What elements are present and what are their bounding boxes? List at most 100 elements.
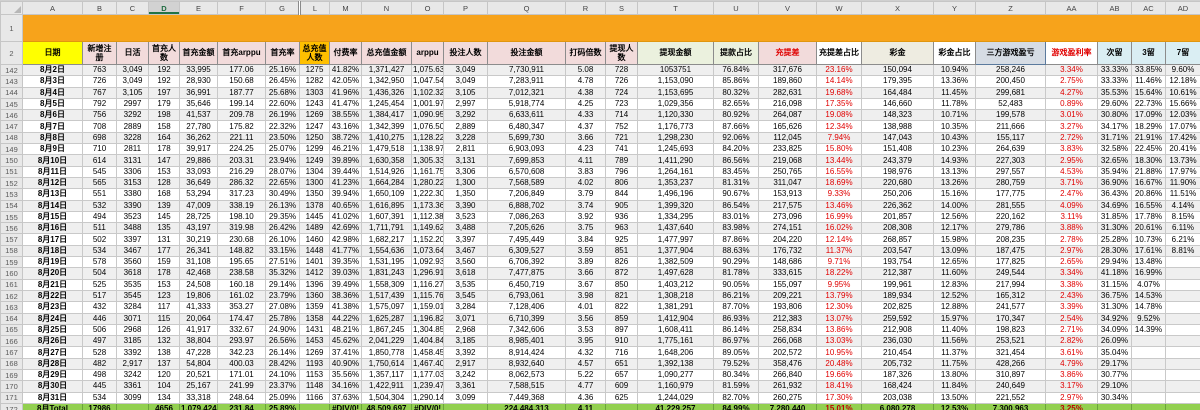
cell-Q[interactable]: 6,309,527 [487,244,566,258]
column-letter-AA[interactable]: AA [1045,1,1098,15]
column-letter-AB[interactable]: AB [1097,1,1132,15]
cell-Y[interactable]: 12.52% [933,289,976,303]
cell-F[interactable]: 199.14 [217,97,266,111]
cell-C[interactable]: 2811 [116,143,149,156]
cell-M[interactable]: 46.21% [329,143,362,156]
cell-G[interactable]: 29.35% [265,210,300,224]
cell-Y[interactable]: 10.23% [933,143,976,156]
cell-S[interactable]: 651 [605,357,638,371]
cell-W[interactable]: 16.02% [816,222,862,235]
cell-AD[interactable]: 17.97% [1165,165,1200,178]
cell-D[interactable]: 153 [148,278,180,291]
cell-M[interactable]: 34.16% [329,380,362,393]
cell-P[interactable]: 3,467 [443,244,488,258]
cell-O[interactable]: 1,090.95 [411,109,444,122]
cell-O[interactable]: 1,196.82 [411,312,444,325]
cell-E[interactable]: 24,508 [179,278,218,291]
cell-X[interactable]: 187,326 [861,369,934,382]
cell-O[interactable]: 1,128.22 [411,131,444,145]
cell-M[interactable]: 41.96% [329,86,362,99]
cell-C[interactable]: 2,917 [116,357,149,371]
cell-T[interactable]: 1,264,161 [637,165,714,178]
cell-C[interactable]: 3535 [116,278,149,291]
cell-O[interactable]: 1,239.47 [411,380,444,393]
cell-V[interactable]: 112,045 [758,131,817,145]
cell-D[interactable]: 168 [148,188,180,201]
cell-date[interactable]: 8月10日 [22,154,83,167]
column-header-G[interactable]: 首充率 [265,41,300,65]
cell-O[interactable]: 1,173.36 [411,199,444,212]
cell-B[interactable]: 532 [82,199,117,212]
cell-E[interactable]: 1,079,424 [179,402,218,410]
cell-G[interactable]: 25.78% [265,312,300,325]
cell-date[interactable]: 8月18日 [22,244,83,258]
cell-E[interactable]: 43,197 [179,222,218,235]
cell-date[interactable]: 8月29日 [22,369,83,382]
row-number[interactable]: 161 [0,278,23,291]
cell-Z[interactable]: 187,475 [975,244,1046,258]
cell-S[interactable] [605,402,638,410]
cell-AC[interactable]: 20.86% [1131,188,1166,201]
cell-S[interactable]: 714 [605,109,638,122]
cell-Z[interactable]: 249,544 [975,267,1046,280]
cell-N[interactable]: 1,558,309 [361,278,412,291]
cell-E[interactable]: 33,995 [179,63,218,77]
cell-AD[interactable]: 8.15% [1165,210,1200,224]
cell-D[interactable]: 153 [148,165,180,178]
cell-E[interactable]: 47,228 [179,346,218,359]
cell-Q[interactable]: 8,932,640 [487,357,566,371]
cell-Y[interactable]: 15.97% [933,312,976,325]
row-number[interactable]: 168 [0,357,23,371]
cell-P[interactable]: 3,228 [443,131,488,145]
cell-F[interactable]: 353.27 [217,301,266,314]
cell-AC[interactable]: 13.48% [1131,256,1166,269]
cell-S[interactable]: 905 [605,199,638,212]
cell-AA[interactable]: 2.97% [1045,244,1098,258]
cell-C[interactable]: 3488 [116,222,149,235]
column-letter-D[interactable]: D [148,1,180,15]
cell-C[interactable]: 3397 [116,233,149,246]
cell-G[interactable]: 22.32% [265,120,300,133]
cell-E[interactable]: 41,917 [179,323,218,337]
cell-AA[interactable]: 3.61% [1045,346,1098,359]
cell-R[interactable]: 3.84 [565,233,606,246]
cell-AB[interactable]: 35.04% [1097,346,1132,359]
cell-T[interactable]: 1,775,161 [637,335,714,348]
cell-G[interactable]: 33.15% [265,244,300,258]
cell-AD[interactable]: 9.60% [1165,63,1200,77]
cell-Z[interactable]: 211,666 [975,120,1046,133]
cell-AA[interactable]: 2.95% [1045,154,1098,167]
cell-Z[interactable]: 155,117 [975,131,1046,145]
cell-X[interactable]: 208,308 [861,222,934,235]
cell-N[interactable]: 1,650,109 [361,188,412,201]
cell-W[interactable]: 13.44% [816,154,862,167]
cell-Z[interactable]: 7,300,963 [975,402,1046,410]
row-number[interactable]: 160 [0,267,23,280]
cell-U[interactable]: 80.34% [713,369,759,382]
cell-D[interactable]: 178 [148,143,180,156]
cell-T[interactable]: 1,381,291 [637,301,714,314]
cell-U[interactable]: 81.78% [713,267,759,280]
cell-G[interactable]: 27.08% [265,301,300,314]
row-number[interactable]: 142 [0,63,23,77]
cell-B[interactable]: 482 [82,357,117,371]
cell-R[interactable]: 5.08 [565,63,606,77]
cell-P[interactable]: 1,300 [443,176,488,190]
cell-N[interactable]: 1,711,791 [361,222,412,235]
cell-AB[interactable]: 41.18% [1097,267,1132,280]
cell-P[interactable] [443,402,488,410]
cell-Y[interactable]: 11.56% [933,335,976,348]
column-header-AC[interactable]: 3留 [1131,41,1166,65]
cell-Z[interactable]: 253,521 [975,335,1046,348]
cell-date[interactable]: 8月17日 [22,233,83,246]
cell-M[interactable]: 37.63% [329,391,362,404]
column-letter-L[interactable]: L [298,1,330,15]
cell-U[interactable]: 90.67% [713,188,759,201]
cell-V[interactable]: 209,221 [758,289,817,303]
cell-AD[interactable]: 12.03% [1165,109,1200,122]
cell-P[interactable]: 2,997 [443,97,488,111]
cell-E[interactable]: 36,649 [179,176,218,190]
cell-C[interactable]: 3545 [116,289,149,303]
cell-AC[interactable]: 33.85% [1131,63,1166,77]
cell-R[interactable]: 4.33 [565,109,606,122]
